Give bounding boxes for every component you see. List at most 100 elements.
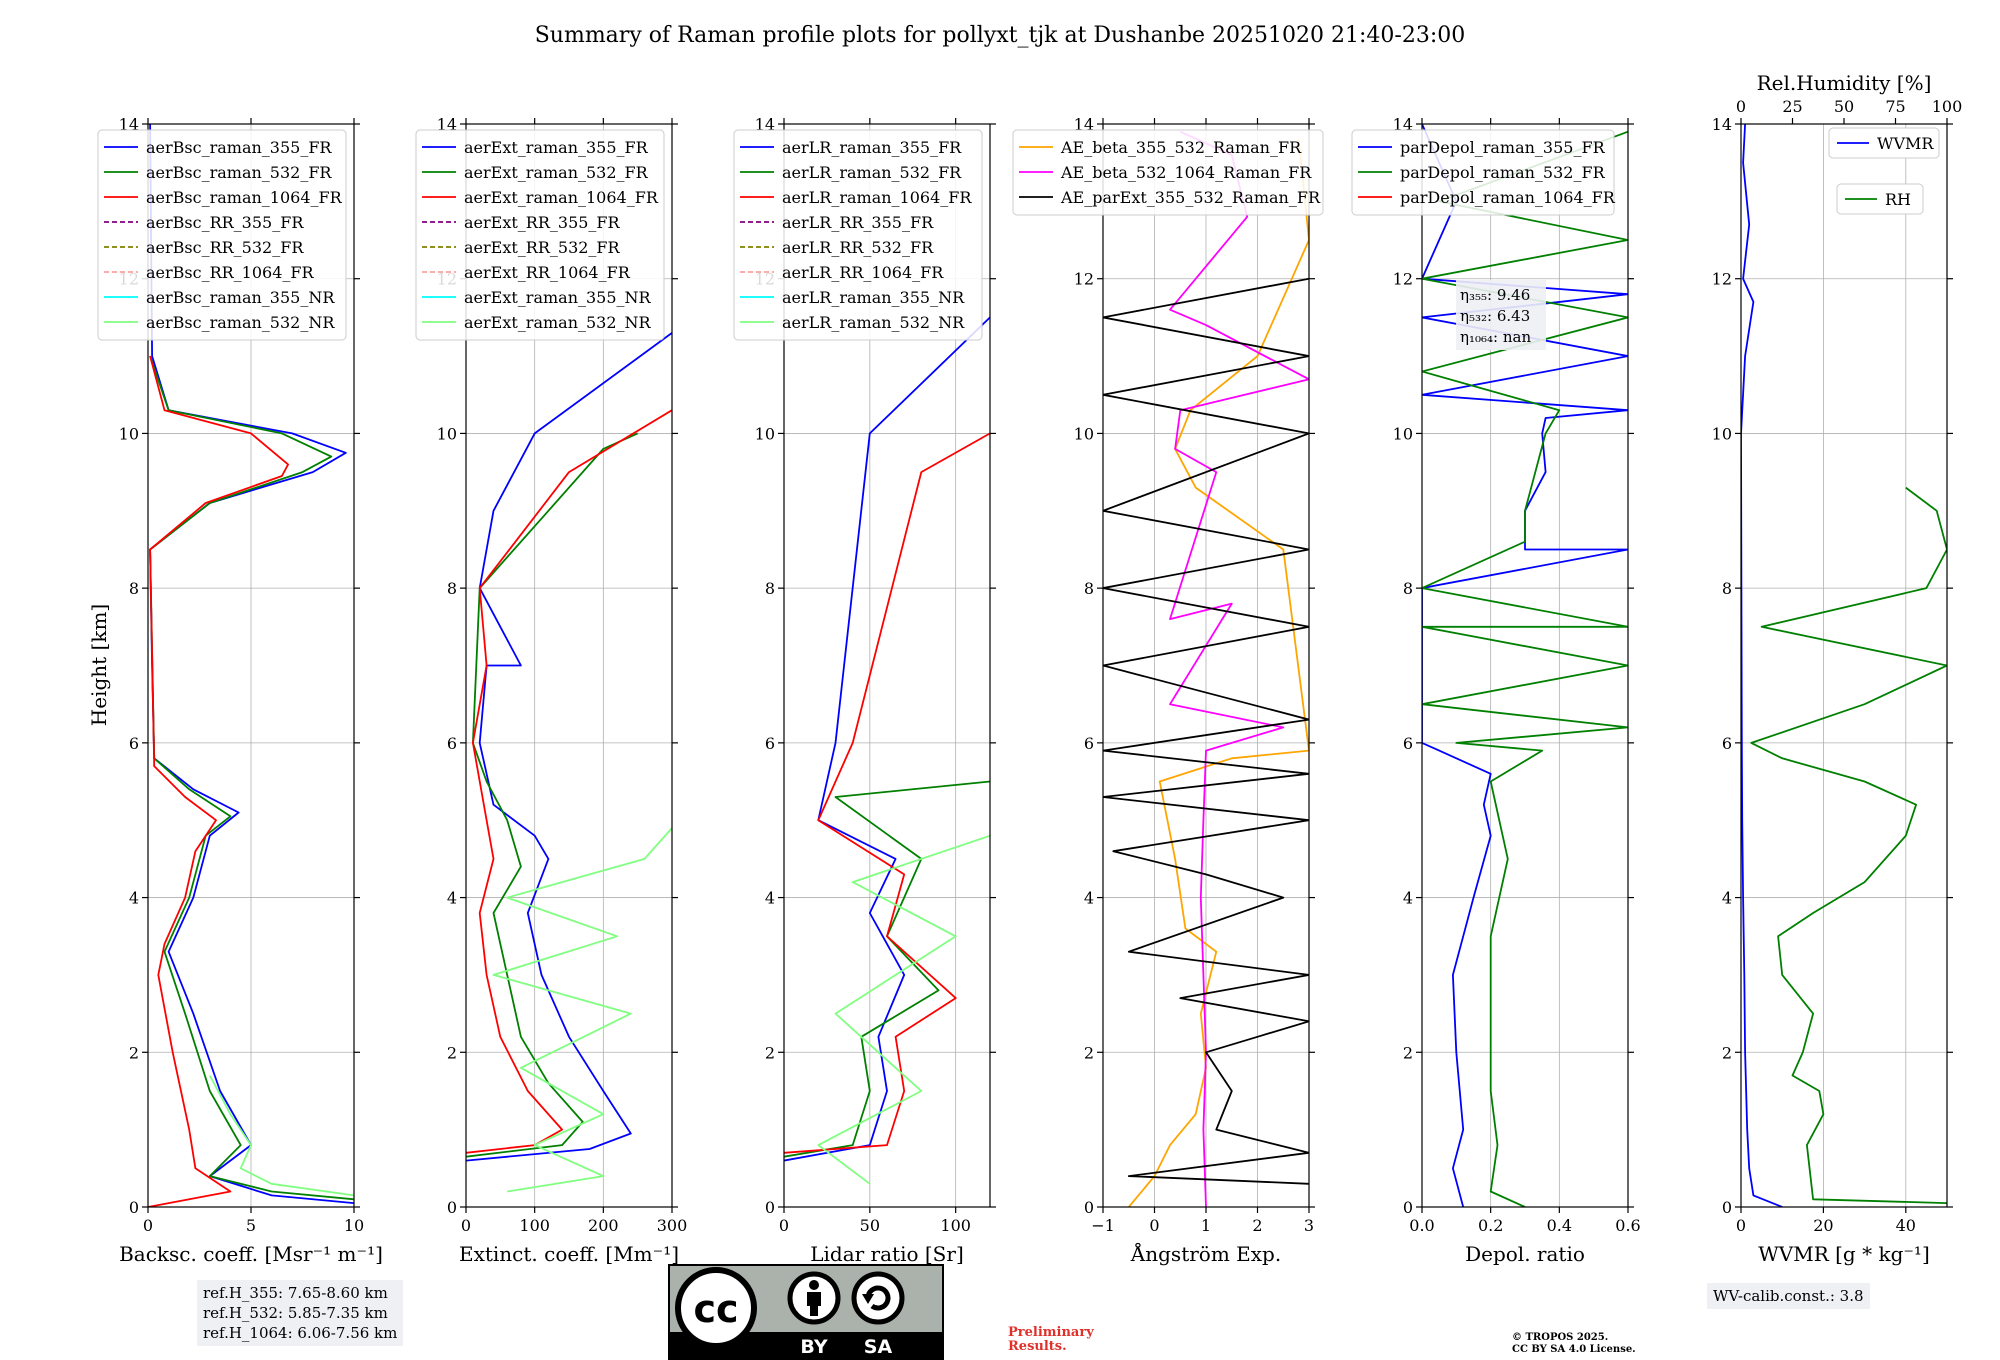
legend-box xyxy=(1012,129,1324,216)
y-tick-label: 8 xyxy=(765,579,775,598)
y-tick-label: 2 xyxy=(765,1043,775,1062)
legend-label: aerExt_raman_532_NR xyxy=(464,313,652,332)
legend-label: AE_parExt_355_532_Raman_FR xyxy=(1060,188,1321,207)
legend-label: aerBsc_raman_355_FR xyxy=(146,138,332,157)
legend-label: AE_beta_355_532_Raman_FR xyxy=(1060,138,1302,157)
x-tick-label: 0.6 xyxy=(1615,1216,1640,1235)
y-tick-label: 2 xyxy=(1403,1043,1413,1062)
sa-label: SA xyxy=(864,1336,893,1358)
y-tick-label: 2 xyxy=(447,1043,457,1062)
y-tick-label: 0 xyxy=(765,1198,775,1217)
y-tick-label: 10 xyxy=(755,424,775,443)
ref-h-355: ref.H_355: 7.65-8.60 km xyxy=(203,1284,388,1302)
copyright-line-1: © TROPOS 2025. xyxy=(1512,1332,1609,1343)
axes-frame xyxy=(1740,123,1948,1208)
legend-label: aerLR_raman_532_FR xyxy=(782,163,962,182)
x-tick-label: 0.4 xyxy=(1547,1216,1572,1235)
y-tick-label: 4 xyxy=(1722,889,1732,908)
legend-box xyxy=(1836,183,1924,215)
copyright-note: © TROPOS 2025. CC BY SA 4.0 License. xyxy=(1512,1332,1636,1356)
series-line-AE_beta_355_532_Raman_FR xyxy=(1128,139,1309,1207)
series-line-aerLR_raman_532_NR xyxy=(817,834,990,1185)
x-axis-label: Ångström Exp. xyxy=(1130,1241,1281,1266)
legend-label: aerBsc_raman_532_FR xyxy=(146,163,332,182)
series-line-aerBsc_raman_532_FR xyxy=(149,355,354,1201)
legend-label: aerExt_raman_355_FR xyxy=(464,138,649,157)
axes-frame xyxy=(1421,123,1629,1208)
series-line-aerLR_raman_355_FR xyxy=(784,316,990,1162)
y-tick-label: 14 xyxy=(1074,115,1094,134)
eta-box xyxy=(1456,280,1546,350)
legend-label: aerBsc_RR_532_FR xyxy=(146,238,304,257)
legend: aerLR_raman_355_FR aerLR_raman_532_FR aerL… xyxy=(733,129,983,341)
y-tick-label: 14 xyxy=(437,115,457,134)
cc-by-sa-badge: cc BY SA xyxy=(668,1264,944,1360)
eta-value-eta_1064: η₁₀₆₄: nan xyxy=(1460,328,1531,346)
panel-lr: 02468101214050100Lidar ratio [Sr]aerLR_r… xyxy=(733,115,996,1266)
x-axis-label: WVMR [g * kg⁻¹] xyxy=(1758,1242,1930,1266)
legend-label: AE_beta_532_1064_Raman_FR xyxy=(1060,163,1312,182)
x-tick-label: 100 xyxy=(940,1216,971,1235)
y-tick-label: 6 xyxy=(1722,734,1732,753)
share-alike-icon xyxy=(851,1271,905,1325)
legend-box xyxy=(97,129,347,341)
series-group xyxy=(466,332,672,1193)
y-tick-label: 10 xyxy=(1074,424,1094,443)
y-tick-label: 12 xyxy=(1393,270,1413,289)
y-tick-label: 6 xyxy=(1084,734,1094,753)
panels: 024681012140510Backsc. coeff. [Msr⁻¹ m⁻¹… xyxy=(97,71,1963,1266)
series-line-aerBsc_raman_1064_FR xyxy=(148,355,289,1207)
legend-label: aerExt_RR_532_FR xyxy=(464,238,621,257)
y-tick-label: 8 xyxy=(447,579,457,598)
y-tick-label: 4 xyxy=(447,889,457,908)
series-group xyxy=(1741,124,1947,1207)
series-group xyxy=(148,124,354,1207)
top-tick-label: 100 xyxy=(1932,97,1963,116)
axes-frame xyxy=(783,123,991,1208)
legend: WVMR RH xyxy=(1828,127,1940,215)
legend-label: aerBsc_raman_355_NR xyxy=(146,288,335,307)
cc-logo-icon xyxy=(675,1267,757,1349)
legend-label: aerLR_raman_355_FR xyxy=(782,138,962,157)
top-tick-label: 25 xyxy=(1782,97,1802,116)
legend: aerExt_raman_355_FR aerExt_raman_532_FRae… xyxy=(415,129,665,341)
x-tick-label: 3 xyxy=(1304,1216,1314,1235)
series-line-parDepol_raman_532_FR xyxy=(1422,130,1628,1207)
y-tick-label: 14 xyxy=(755,115,775,134)
legend-label: RH xyxy=(1885,190,1911,209)
legend-label: aerExt_raman_532_FR xyxy=(464,163,649,182)
y-tick-label: 0 xyxy=(129,1198,139,1217)
wv-calib-const: WV-calib.const.: 3.8 xyxy=(1713,1287,1864,1305)
legend-box xyxy=(733,129,983,341)
y-tick-label: 0 xyxy=(447,1198,457,1217)
preliminary-line-1: Preliminary xyxy=(1008,1325,1094,1340)
x-tick-label: 200 xyxy=(588,1216,619,1235)
series-line-aerLR_raman_532_FR xyxy=(784,780,990,1158)
y-tick-label: 6 xyxy=(765,734,775,753)
legend: aerBsc_raman_355_FR aerBsc_raman_532_FRae… xyxy=(97,129,347,341)
series-line-AE_parExt_355_532_Raman_FR xyxy=(1103,277,1309,1185)
preliminary-line-2: Results. xyxy=(1008,1339,1067,1354)
y-tick-label: 8 xyxy=(129,579,139,598)
y-tick-label: 4 xyxy=(129,889,139,908)
legend: parDepol_raman_355_FR parDepol_raman_532_… xyxy=(1351,129,1616,216)
series-line-aerExt_raman_532_FR xyxy=(466,432,639,1158)
y-tick-label: 8 xyxy=(1722,579,1732,598)
y-tick-label: 10 xyxy=(1393,424,1413,443)
x-tick-label: −1 xyxy=(1091,1216,1115,1235)
x-tick-label: 5 xyxy=(246,1216,256,1235)
legend-label: aerExt_RR_1064_FR xyxy=(464,263,631,282)
legend-label: aerLR_RR_1064_FR xyxy=(782,263,944,282)
y-tick-label: 6 xyxy=(129,734,139,753)
legend-label: aerLR_raman_1064_FR xyxy=(782,188,972,207)
legend-label: parDepol_raman_532_FR xyxy=(1400,163,1606,182)
y-tick-label: 12 xyxy=(1712,270,1732,289)
x-tick-label: 0 xyxy=(143,1216,153,1235)
legend-label: aerExt_raman_355_NR xyxy=(464,288,652,307)
y-tick-label: 0 xyxy=(1403,1198,1413,1217)
y-tick-label: 6 xyxy=(447,734,457,753)
x-tick-label: 20 xyxy=(1813,1216,1833,1235)
y-tick-label: 12 xyxy=(1074,270,1094,289)
